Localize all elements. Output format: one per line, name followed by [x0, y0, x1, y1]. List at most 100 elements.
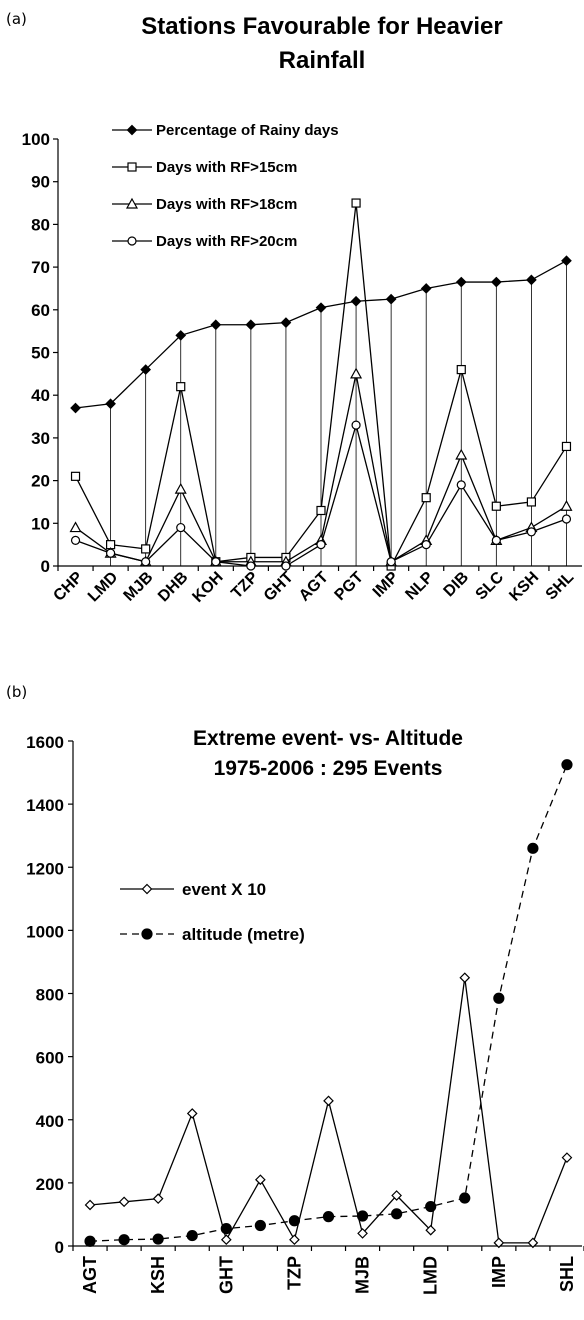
- chart-a-legend-label: Days with RF>15cm: [156, 159, 297, 176]
- panel-a-label: (a): [6, 10, 27, 28]
- chart-a-point-percentage-of-rainy-days: [526, 274, 537, 286]
- chart-b-point-event-x-10: [186, 1108, 198, 1119]
- chart-a-x-tick-label-dhb: DHB: [155, 569, 192, 606]
- chart-b-point-altitude-metre: [561, 759, 573, 771]
- chart-a-series-days-with-rf-15cm: [70, 198, 572, 571]
- chart-b-point-altitude-metre: [220, 1223, 232, 1235]
- chart-a-legend: Percentage of Rainy days Days with RF>15c…: [112, 122, 339, 250]
- chart-a-x-tick-label-koh: KOH: [189, 569, 226, 606]
- chart-a-x-tick-label-dib: DIB: [441, 569, 473, 601]
- chart-b-legend-marker: [141, 928, 153, 940]
- chart-b-x-tick-label-lmd: LMD: [421, 1256, 441, 1295]
- chart-a-legend-marker: [127, 162, 137, 172]
- chart-a-point-days-with-rf-18cm: [560, 499, 573, 511]
- chart-a-point-days-with-rf-15cm: [351, 198, 361, 208]
- chart-a-point-days-with-rf-20cm: [281, 561, 291, 571]
- chart-a-y-tick-label: 70: [31, 258, 50, 277]
- chart-b-y-tick-label: 400: [36, 1112, 64, 1131]
- chart-b-x-tick-label-mjb: MJB: [353, 1256, 373, 1294]
- chart-a-x-tick-label-lmd: LMD: [85, 569, 122, 606]
- chart-a-legend-label: Days with RF>18cm: [156, 196, 297, 213]
- chart-a-point-days-with-rf-20cm: [386, 557, 396, 567]
- chart-a-point-days-with-rf-15cm: [176, 382, 186, 392]
- chart-a-title-line2: Rainfall: [279, 47, 366, 74]
- chart-a-x-tick-label-nlp: NLP: [402, 569, 437, 604]
- chart-b-point-altitude-metre: [391, 1208, 403, 1220]
- chart-b-y-tick-label: 1000: [26, 922, 64, 941]
- chart-a-point-days-with-rf-20cm: [456, 480, 466, 490]
- chart-b-y-tick-label: 200: [36, 1175, 64, 1194]
- chart-a-legend-marker: [126, 124, 138, 136]
- chart-a-point-days-with-rf-15cm: [526, 497, 537, 507]
- chart-b-x-tick-label-tzp: TZP: [284, 1256, 304, 1290]
- chart-a-title-line1: Stations Favourable for Heavier: [141, 13, 502, 40]
- chart-b-point-altitude-metre: [356, 1210, 369, 1222]
- chart-a-point-percentage-of-rainy-days: [70, 402, 81, 414]
- chart-a-x-tick-label-ksh: KSH: [506, 569, 542, 605]
- chart-a-x-tick-label-imp: IMP: [370, 569, 402, 601]
- chart-a-point-days-with-rf-15cm: [141, 544, 151, 554]
- chart-a-point-days-with-rf-20cm: [491, 535, 501, 545]
- chart-a-point-days-with-rf-15cm: [421, 493, 431, 503]
- chart-b-point-altitude-metre: [493, 992, 505, 1004]
- chart-a-point-percentage-of-rainy-days: [490, 276, 502, 288]
- chart-b-legend-label: altitude (metre): [182, 925, 305, 944]
- chart-a-point-percentage-of-rainy-days: [385, 293, 397, 305]
- chart-a-x-tick-label-ght: GHT: [261, 569, 297, 605]
- chart-a-point-percentage-of-rainy-days: [420, 283, 432, 294]
- chart-b-point-altitude-metre: [322, 1211, 335, 1223]
- chart-a-y-tick-label: 100: [22, 130, 50, 149]
- chart-b-y-tick-labels: 0 200 400 600 800 1000 1200 1400 1600: [26, 733, 64, 1257]
- chart-a-point-days-with-rf-18cm: [69, 521, 82, 533]
- chart-b-y-tick-label: 1200: [26, 859, 64, 878]
- chart-b-line-event-x-10: [89, 977, 568, 1244]
- chart-a-legend-marker: [127, 236, 137, 246]
- chart-a-y-tick-label: 50: [31, 344, 50, 363]
- chart-a-point-percentage-of-rainy-days: [140, 364, 152, 375]
- chart-b-point-event-x-10: [220, 1234, 232, 1246]
- chart-a-point-days-with-rf-18cm: [174, 482, 187, 494]
- chart-a-legend-marker: [125, 197, 139, 209]
- chart-a-legend-label: Percentage of Rainy days: [156, 122, 339, 139]
- chart-b-axes: [68, 740, 584, 1251]
- chart-b-series-event-x-10: [84, 972, 573, 1249]
- chart-b-point-event-x-10: [493, 1237, 505, 1249]
- chart-b-title-line1: Extreme event- vs- Altitude: [193, 727, 463, 750]
- chart-a-point-days-with-rf-20cm: [526, 527, 537, 537]
- chart-a-drop-lines: [110, 260, 567, 566]
- chart-a-point-percentage-of-rainy-days: [210, 319, 222, 331]
- chart-b-legend: event X 10 altitude (metre): [120, 880, 305, 944]
- chart-b-x-tick-labels: AGT KSH GHT TZP MJB LMD IMP SHL: [80, 1256, 577, 1295]
- chart-b-x-tick-label-shl: SHL: [557, 1256, 577, 1292]
- chart-a-point-days-with-rf-20cm: [316, 540, 326, 550]
- chart-a-y-tick-label: 40: [31, 386, 50, 405]
- chart-a-point-days-with-rf-15cm: [316, 505, 326, 516]
- chart-b-point-event-x-10: [561, 1152, 573, 1163]
- chart-b-y-tick-label: 800: [36, 986, 64, 1005]
- chart-a-x-tick-label-agt: AGT: [296, 569, 332, 605]
- chart-b-point-altitude-metre: [254, 1219, 266, 1232]
- chart-a-point-days-with-rf-15cm: [70, 471, 81, 481]
- chart-b-y-tick-label: 600: [36, 1049, 64, 1068]
- chart-a-x-tick-label-pgt: PGT: [332, 569, 367, 604]
- altitude-chart-panel: (b) Extreme event- vs- Altitude 1975-200…: [6, 683, 584, 1295]
- chart-a-point-days-with-rf-20cm: [421, 540, 431, 550]
- chart-a-x-tick-label-slc: SLC: [473, 568, 508, 603]
- chart-b-point-event-x-10: [357, 1228, 368, 1239]
- chart-a-legend-label: Days with RF>20cm: [156, 233, 297, 250]
- chart-b-x-tick-label-imp: IMP: [489, 1256, 509, 1288]
- chart-b-point-altitude-metre: [152, 1233, 164, 1245]
- chart-a-x-tick-label-tzp: TZP: [228, 569, 262, 603]
- chart-b-y-tick-label: 1400: [26, 796, 64, 815]
- chart-a-point-percentage-of-rainy-days: [455, 276, 467, 288]
- chart-b-title-line2: 1975-2006 : 295 Events: [214, 757, 443, 780]
- chart-a-point-percentage-of-rainy-days: [105, 398, 116, 410]
- chart-a-point-percentage-of-rainy-days: [245, 319, 257, 331]
- chart-b-point-event-x-10: [255, 1174, 266, 1186]
- chart-b-y-tick-label: 0: [55, 1238, 64, 1257]
- chart-b-point-event-x-10: [425, 1224, 437, 1236]
- chart-a-point-days-with-rf-15cm: [561, 441, 572, 452]
- chart-a-point-days-with-rf-20cm: [70, 535, 81, 545]
- chart-a-point-days-with-rf-20cm: [246, 561, 256, 571]
